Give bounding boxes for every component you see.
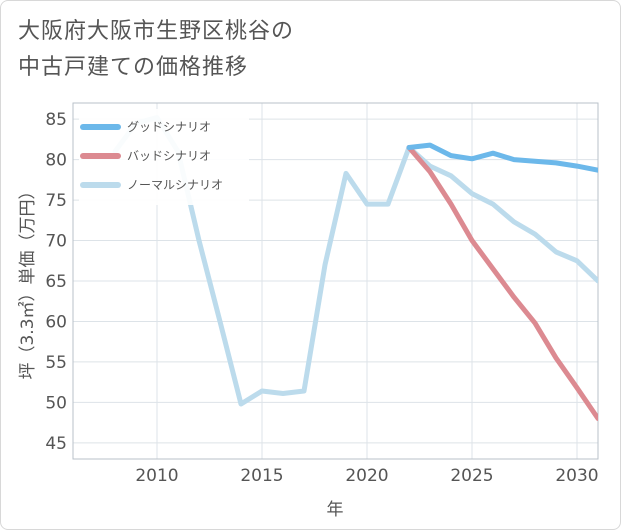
- x-tick-label: 2020: [345, 466, 388, 486]
- x-tick-label: 2030: [555, 466, 598, 486]
- chart-title-line-2: 中古戸建ての価格推移: [18, 55, 249, 80]
- legend-label-good: グッドシナリオ: [127, 120, 211, 134]
- series-line-good: [406, 142, 598, 173]
- y-tick-label: 60: [45, 312, 67, 332]
- x-tick-label: 2010: [135, 466, 178, 486]
- legend-label-bad: バッドシナリオ: [127, 149, 211, 163]
- y-tick-label: 80: [45, 151, 67, 171]
- legend: グッドシナリオ バッドシナリオ ノーマルシナリオ: [79, 109, 249, 205]
- series-group: [112, 115, 598, 421]
- y-tick-label: 65: [45, 272, 67, 292]
- y-tick-label: 50: [45, 393, 67, 413]
- chart-title: 大阪府大阪市生野区桃谷の 中古戸建ての価格推移: [18, 14, 294, 86]
- y-tick-label: 55: [45, 353, 67, 373]
- legend-label-normal: ノーマルシナリオ: [127, 178, 223, 192]
- chart-title-line-1: 大阪府大阪市生野区桃谷の: [18, 19, 295, 44]
- y-tick-label: 70: [45, 232, 67, 252]
- series-lines: [112, 115, 598, 421]
- x-axis-title: 年: [327, 500, 344, 520]
- x-tick-label: 2025: [450, 466, 493, 486]
- axis-tick-labels: 45 50 55 60 65 70 75 80 85 2010 2015 2020 2025 2030: [45, 110, 598, 486]
- y-tick-label: 75: [45, 191, 67, 211]
- y-tick-label: 85: [45, 110, 67, 130]
- series-line-bad: [406, 145, 598, 421]
- y-tick-label: 45: [45, 434, 67, 454]
- series-line-normal: [112, 115, 598, 407]
- y-axis-title: 坪（3.3㎡）単価（万円）: [18, 182, 38, 379]
- x-tick-label: 2015: [240, 466, 283, 486]
